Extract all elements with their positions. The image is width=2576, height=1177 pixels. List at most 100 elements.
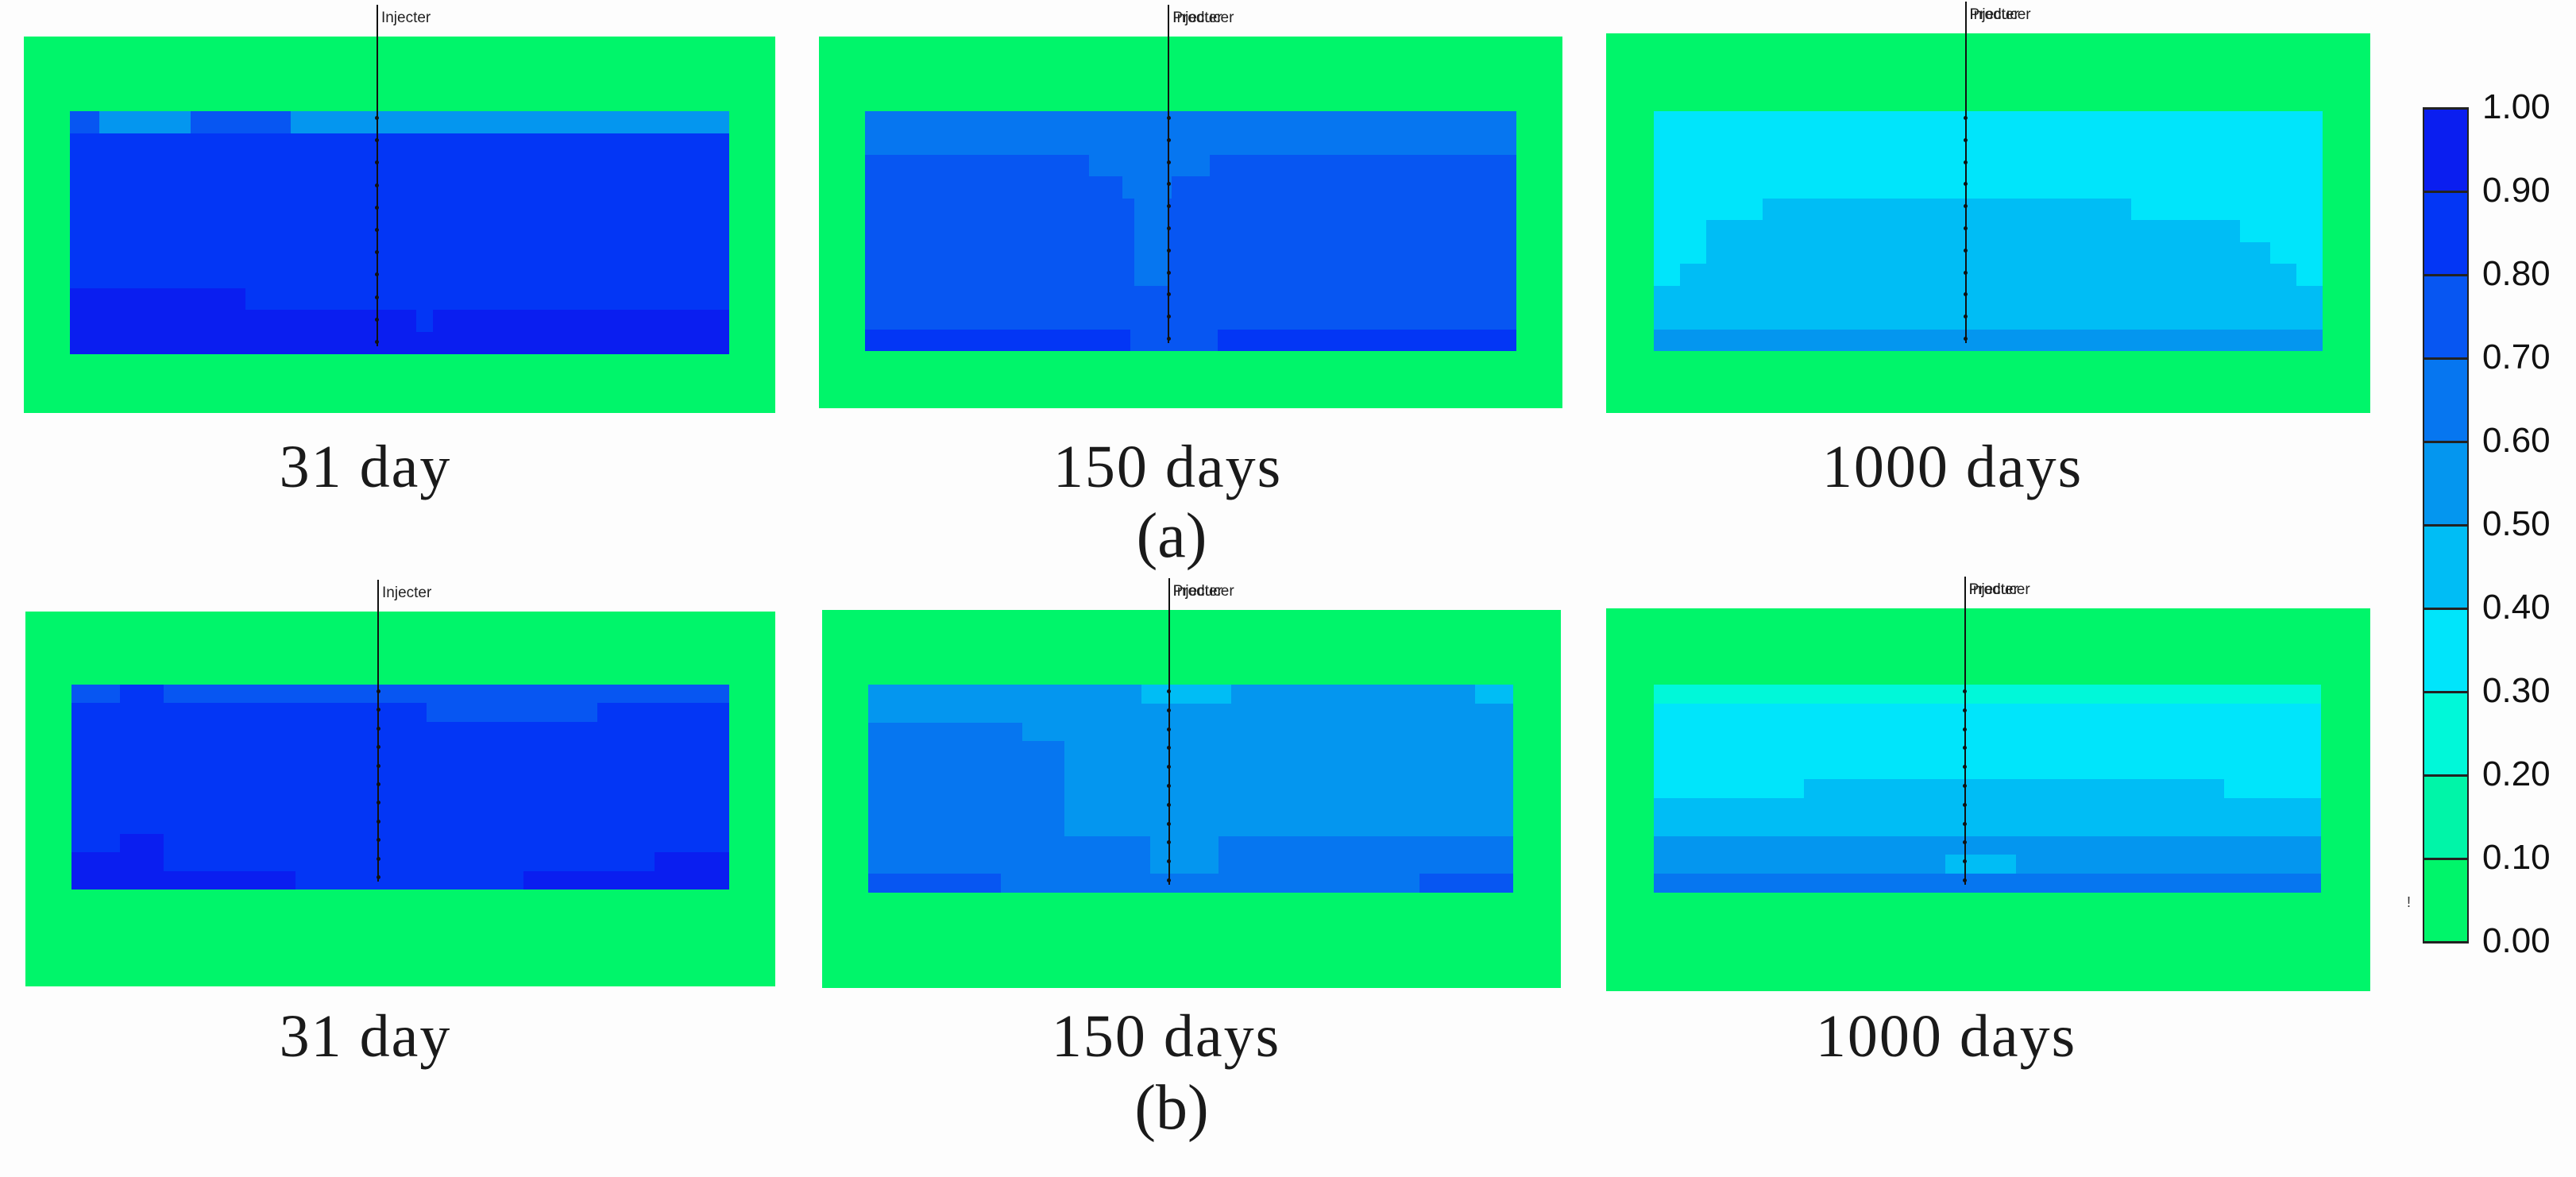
- grid-cell: [1495, 264, 1500, 286]
- grid-cell: [574, 332, 579, 354]
- grid-cell: [1030, 111, 1036, 133]
- grid-cell: [1254, 111, 1260, 133]
- grid-cell: [2161, 198, 2167, 221]
- grid-cell: [2166, 241, 2171, 264]
- grid-cell: [1209, 264, 1214, 286]
- grid-cell: [1684, 154, 1689, 177]
- grid-cell: [1931, 307, 1937, 330]
- grid-cell: [282, 310, 288, 333]
- grid-cell: [2049, 220, 2053, 242]
- grid-cell: [2261, 176, 2266, 199]
- grid-cell: [2205, 198, 2210, 221]
- grid-cell: [1300, 307, 1305, 330]
- grid-cell: [1209, 241, 1214, 264]
- grid-cell: [700, 177, 705, 200]
- grid-cell: [141, 332, 145, 354]
- grid-cell: [1342, 176, 1346, 199]
- grid-cell: [2161, 133, 2167, 155]
- grid-cell: [583, 177, 588, 200]
- grid-cell: [187, 243, 191, 266]
- grid-cell: [2045, 307, 2049, 330]
- grid-cell: [1196, 264, 1202, 286]
- grid-cell: [170, 133, 175, 156]
- grid-cell: [1093, 307, 1098, 330]
- grid-cell: [2292, 264, 2297, 286]
- grid-cell: [407, 287, 412, 311]
- grid-cell: [720, 310, 725, 333]
- grid-cell: [132, 310, 137, 333]
- grid-cell: [299, 199, 304, 222]
- grid-cell: [2110, 285, 2114, 308]
- grid-cell: [624, 265, 629, 288]
- grid-cell: [1383, 176, 1388, 199]
- grid-cell: [1408, 241, 1413, 264]
- grid-cell: [165, 133, 171, 156]
- grid-cell: [2040, 133, 2045, 155]
- grid-cell: [378, 265, 383, 288]
- grid-cell: [141, 111, 145, 133]
- grid-cell: [1238, 111, 1243, 133]
- grid-cell: [1732, 133, 1736, 155]
- grid-cell: [1425, 133, 1430, 155]
- grid-cell: [400, 133, 404, 156]
- grid-cell: [145, 287, 149, 311]
- grid-cell: [1775, 241, 1780, 264]
- grid-cell: [2005, 176, 2010, 199]
- grid-cell: [1342, 220, 1346, 242]
- grid-cell: [1122, 111, 1127, 133]
- grid-cell: [445, 222, 450, 244]
- grid-cell: [528, 332, 534, 354]
- grid-cell: [2226, 133, 2232, 155]
- grid-cell: [237, 243, 241, 266]
- grid-cell: [2131, 176, 2136, 199]
- grid-cell: [1705, 176, 1711, 199]
- grid-cell: [2140, 285, 2145, 308]
- grid-cell: [220, 133, 225, 156]
- grid-cell: [700, 199, 705, 222]
- grid-cell: [1288, 176, 1292, 199]
- grid-cell: [528, 243, 534, 266]
- grid-cell: [141, 133, 145, 156]
- grid-cell: [2179, 241, 2184, 264]
- grid-cell: [1288, 241, 1292, 264]
- grid-cell: [145, 155, 149, 178]
- grid-cell: [654, 133, 658, 156]
- grid-cell: [257, 222, 262, 244]
- grid-cell: [1771, 176, 1776, 199]
- grid-cell: [1155, 285, 1160, 308]
- grid-cell: [1114, 111, 1118, 133]
- grid-cell: [1014, 241, 1019, 264]
- grid-cell: [1966, 220, 1972, 242]
- grid-cell: [2149, 176, 2153, 199]
- grid-cell: [1992, 220, 1997, 242]
- grid-cell: [1749, 285, 1754, 308]
- grid-cell: [1962, 220, 1967, 242]
- grid-cell: [115, 111, 121, 133]
- grid-cell: [365, 155, 371, 178]
- grid-cell: [1388, 111, 1392, 133]
- grid-cell: [1072, 198, 1077, 221]
- grid-cell: [2061, 307, 2067, 330]
- grid-cell: [1375, 220, 1380, 242]
- grid-cell: [157, 287, 162, 311]
- grid-cell: [1922, 111, 1928, 133]
- well-perforation-dot: [375, 160, 380, 165]
- grid-cell: [2105, 111, 2111, 133]
- grid-cell: [328, 243, 333, 266]
- grid-cell: [120, 310, 125, 333]
- grid-cell: [869, 133, 874, 155]
- grid-cell: [1052, 111, 1056, 133]
- grid-cell: [1670, 133, 1676, 155]
- grid-cell: [724, 111, 729, 133]
- grid-cell: [395, 199, 400, 222]
- grid-cell: [1666, 176, 1671, 199]
- grid-cell: [1329, 176, 1334, 199]
- grid-cell: [1487, 307, 1492, 330]
- grid-cell: [616, 265, 621, 288]
- grid-cell: [274, 265, 279, 288]
- grid-cell: [120, 332, 125, 354]
- grid-cell: [361, 155, 366, 178]
- grid-cell: [1922, 133, 1928, 155]
- grid-cell: [708, 265, 713, 288]
- grid-cell: [295, 222, 299, 244]
